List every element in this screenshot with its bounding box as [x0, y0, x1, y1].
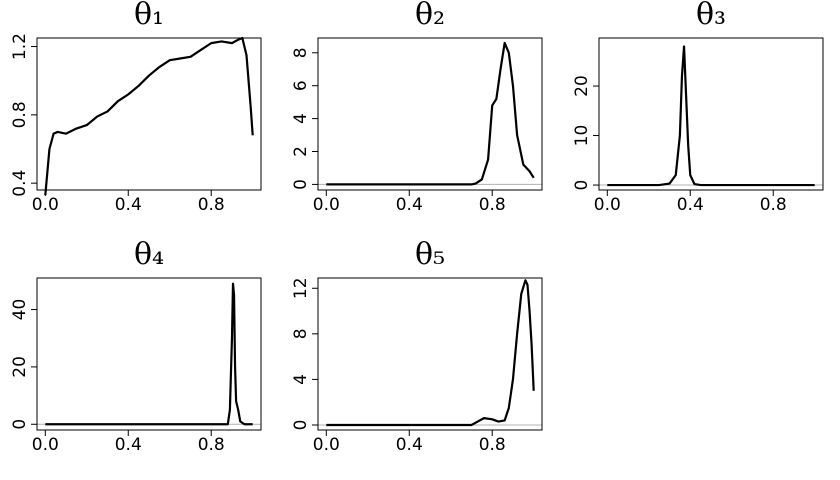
y-tick-label: 8 [291, 328, 311, 339]
density-line [45, 282, 253, 426]
y-tick-label: 0 [572, 180, 592, 191]
y-tick-label: 10 [572, 125, 592, 147]
density-line [607, 45, 815, 187]
x-tick-label: 0.0 [32, 435, 59, 455]
x-tick-label: 0.4 [396, 435, 423, 455]
y-tick-label: 4 [291, 113, 311, 124]
plot-frame [317, 37, 543, 191]
y-tick-label: 12 [291, 277, 311, 299]
y-tick-label: 0 [291, 420, 311, 431]
panel-title: θ₁ [134, 0, 164, 32]
plot-frame [598, 37, 824, 191]
x-tick-label: 0.8 [479, 195, 506, 215]
x-tick-label: 0.4 [677, 195, 704, 215]
x-tick-label: 0.8 [198, 435, 225, 455]
x-tick-label: 0.8 [198, 195, 225, 215]
y-tick-label: 1.2 [10, 33, 30, 60]
x-tick-label: 0.4 [396, 195, 423, 215]
x-tick-label: 0.8 [760, 195, 787, 215]
x-tick-label: 0.4 [115, 195, 142, 215]
y-tick-label: 8 [291, 47, 311, 58]
panel-title: θ₃ [696, 0, 726, 32]
density-line [44, 36, 254, 196]
x-tick-label: 0.0 [313, 435, 340, 455]
panel-title: θ₄ [134, 237, 164, 272]
y-tick-label: 0 [10, 419, 30, 430]
y-tick-label: 20 [572, 75, 592, 97]
y-tick-label: 6 [291, 80, 311, 91]
panel-title: θ₂ [415, 0, 445, 32]
y-tick-label: 0 [291, 179, 311, 190]
y-tick-label: 0.4 [10, 170, 30, 197]
density-line [326, 279, 535, 427]
x-tick-label: 0.0 [313, 195, 340, 215]
panel-title: θ₅ [415, 237, 445, 272]
plot-frame [317, 277, 543, 431]
y-tick-label: 4 [291, 374, 311, 385]
y-tick-label: 20 [10, 356, 30, 378]
plot-frame [36, 37, 262, 191]
x-tick-label: 0.8 [479, 435, 506, 455]
x-tick-label: 0.0 [32, 195, 59, 215]
y-tick-label: 40 [10, 299, 30, 321]
density-line [326, 41, 535, 186]
y-tick-label: 0.8 [10, 101, 30, 128]
x-tick-label: 0.0 [594, 195, 621, 215]
x-tick-label: 0.4 [115, 435, 142, 455]
plot-frame [36, 277, 262, 431]
y-tick-label: 2 [291, 146, 311, 157]
